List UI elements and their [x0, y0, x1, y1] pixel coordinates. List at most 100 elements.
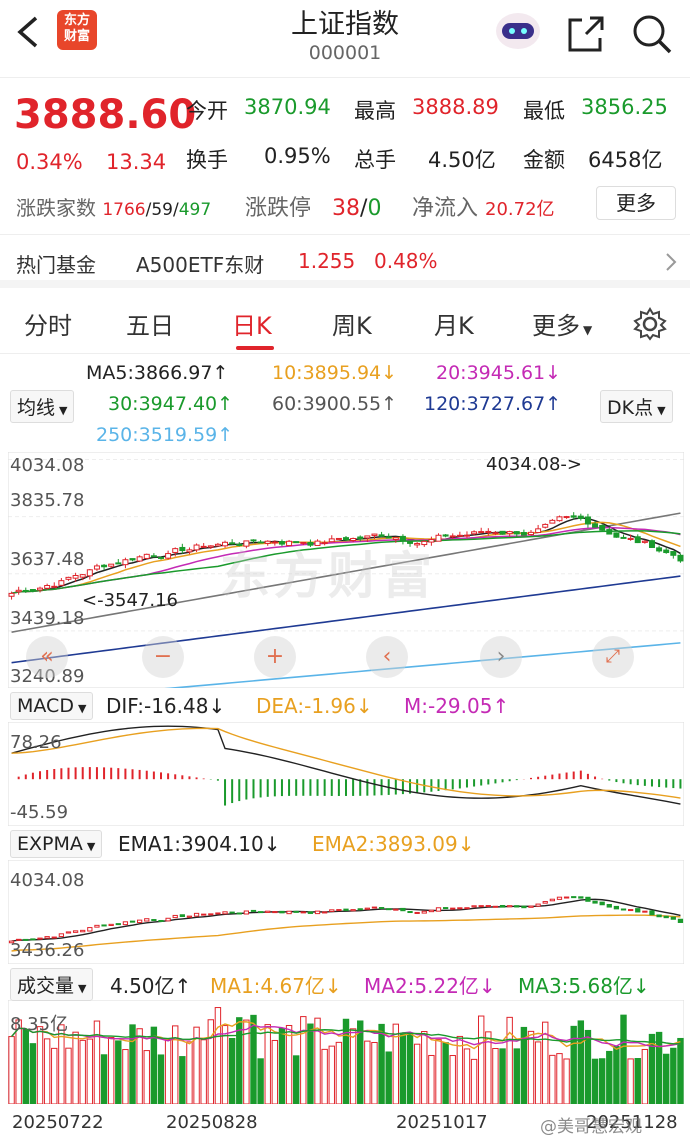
candle — [222, 541, 229, 547]
candle — [200, 545, 207, 548]
volume-bar — [406, 1032, 414, 1104]
more-button[interactable]: 更多 — [596, 186, 676, 220]
macd-dif: DIF:-16.48↓ — [106, 694, 226, 718]
candle — [577, 515, 584, 519]
candle — [179, 546, 186, 552]
candle — [243, 540, 250, 547]
volume-bar — [663, 1053, 670, 1104]
expma-candle — [649, 910, 655, 916]
candle — [613, 532, 620, 538]
dk-points-button[interactable]: DK点 ▼ — [600, 390, 673, 423]
expma-candle — [65, 931, 72, 934]
active-tab-indicator — [236, 346, 274, 350]
candle — [29, 589, 36, 592]
volume-bar — [648, 1033, 656, 1104]
expma-candle — [201, 913, 207, 916]
ma250-value: 250:3519.59↑ — [96, 424, 234, 446]
share-icon[interactable] — [566, 14, 606, 54]
expma-candle — [293, 910, 299, 913]
tab-intraday[interactable]: 分时 — [24, 312, 72, 340]
volume-bar — [513, 1048, 520, 1104]
expma-candle — [492, 905, 499, 908]
macd-selector[interactable]: MACD ▼ — [10, 692, 94, 720]
expma-candle — [642, 910, 648, 913]
expma-candle — [613, 905, 620, 910]
amount-value: 6458亿 — [588, 148, 663, 172]
expma-candle — [343, 908, 349, 911]
expma-candle — [592, 900, 598, 904]
expma-ema2: EMA2:3893.09↓ — [312, 832, 475, 856]
volume-bar — [506, 1016, 513, 1104]
breadth-up: 1766 — [102, 200, 146, 220]
zoom-out-icon[interactable]: − — [142, 636, 184, 678]
expma-candle — [556, 896, 563, 900]
ma120-value: 120:3727.67↑ — [424, 393, 562, 415]
expma-candle — [307, 911, 314, 914]
hot-fund-row[interactable]: 热门基金 A500ETF东财 1.255 0.48% — [0, 234, 690, 288]
expma-candle — [563, 896, 570, 899]
candle — [101, 564, 108, 568]
macd-chart[interactable] — [8, 722, 684, 826]
expma-candle — [450, 907, 456, 910]
back-arrow-icon[interactable] — [14, 14, 42, 50]
candle — [435, 534, 442, 542]
kline-chart[interactable] — [8, 452, 684, 688]
volume-bar — [364, 1040, 371, 1104]
volume-selector[interactable]: 成交量 ▼ — [10, 968, 94, 1001]
kline-y-label: 4034.08 — [10, 455, 85, 476]
candle — [407, 541, 414, 544]
expma-candle — [186, 915, 193, 918]
candle — [471, 531, 478, 535]
tab-five-day[interactable]: 五日 — [126, 312, 174, 340]
expma-candle — [400, 907, 406, 912]
expma-candle — [585, 896, 591, 902]
right-icon[interactable]: › — [480, 636, 522, 678]
ma-line — [164, 642, 681, 688]
tab-daily-k[interactable]: 日K — [232, 312, 272, 340]
volume-bar — [577, 1020, 585, 1104]
volume-value: 4.50亿 — [428, 148, 496, 172]
candle — [58, 580, 65, 586]
expma-candle — [179, 914, 185, 918]
expma-candle — [542, 901, 548, 904]
fullscreen-icon[interactable]: ⤢ — [592, 636, 634, 678]
zoom-in-icon[interactable]: + — [254, 636, 296, 678]
left-icon[interactable]: ‹ — [366, 636, 408, 678]
candle — [278, 541, 285, 545]
expma-selector[interactable]: EXPMA ▼ — [10, 830, 103, 858]
volume-bar — [357, 1020, 364, 1104]
expma-chart[interactable] — [8, 860, 684, 964]
tab-more[interactable]: 更多 ▼ — [532, 312, 593, 340]
volume-y-top: 8.35亿 — [10, 1014, 69, 1035]
expma-candle — [549, 898, 555, 902]
date-label: 20250828 — [166, 1112, 258, 1133]
settings-gear-icon[interactable] — [632, 306, 668, 342]
search-icon[interactable] — [630, 12, 674, 56]
volume-ma-line — [11, 1021, 681, 1051]
volume-bar — [228, 1037, 236, 1104]
fund-percent: 0.48% — [374, 249, 438, 273]
candle — [8, 592, 15, 597]
double-left-icon[interactable]: « — [26, 636, 68, 678]
candle — [670, 551, 677, 556]
expma-candle — [499, 904, 506, 908]
ma-selector[interactable]: 均线 ▼ — [10, 390, 75, 423]
volume-bar — [100, 1054, 108, 1104]
netflow-value: 20.72亿 — [485, 199, 555, 220]
expma-y-bottom: 3436.26 — [10, 940, 85, 961]
volume-chart[interactable] — [8, 1000, 684, 1104]
expma-candle — [8, 940, 15, 944]
expma-candle — [44, 936, 50, 939]
robot-assistant-icon[interactable] — [494, 10, 542, 52]
volume-ma-line — [11, 1024, 681, 1048]
candle — [371, 533, 378, 536]
tab-monthly-k[interactable]: 月K — [434, 312, 474, 340]
expma-candle — [30, 938, 36, 941]
tab-weekly-k[interactable]: 周K — [332, 312, 372, 340]
expma-candle — [229, 911, 235, 914]
candle — [449, 535, 456, 538]
volume-ma-line — [11, 1027, 681, 1045]
expma-candle — [478, 905, 484, 908]
expma-candle — [435, 907, 442, 912]
volume-bar — [527, 1030, 535, 1104]
